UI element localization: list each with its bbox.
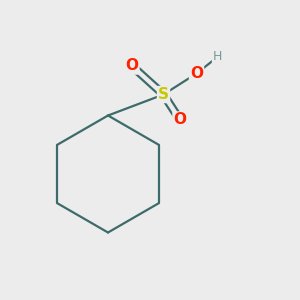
Text: H: H: [213, 50, 222, 64]
Text: O: O: [125, 58, 139, 74]
Text: O: O: [190, 66, 203, 81]
Text: O: O: [173, 112, 187, 128]
Text: S: S: [158, 87, 169, 102]
